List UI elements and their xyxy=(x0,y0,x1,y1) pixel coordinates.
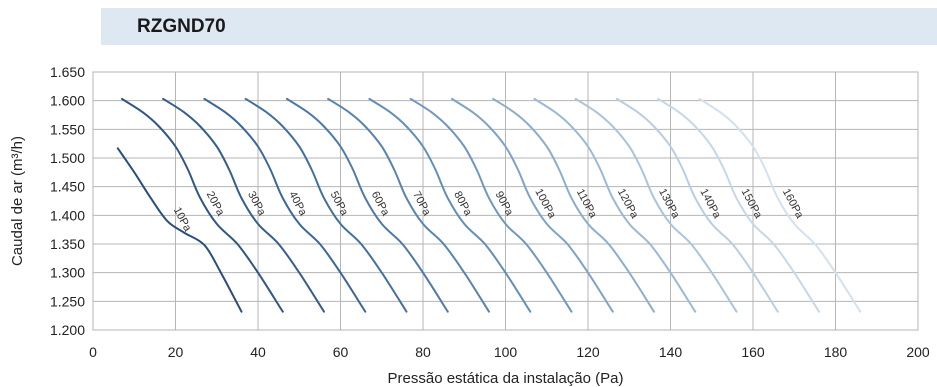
curve-label-160Pa: 160Pa xyxy=(780,187,806,221)
title-band: RZGND70 xyxy=(101,8,937,45)
x-tick-label: 140 xyxy=(659,344,683,360)
x-tick-label: 200 xyxy=(906,344,930,360)
x-axis-label: Pressão estática da instalação (Pa) xyxy=(388,370,624,387)
x-tick-label: 180 xyxy=(824,344,848,360)
curve-10Pa xyxy=(116,147,243,313)
y-tick-label: 1.250 xyxy=(50,293,85,309)
curve-label-80Pa: 80Pa xyxy=(451,189,474,218)
curve-70Pa xyxy=(327,97,490,313)
y-tick-label: 1.350 xyxy=(50,236,85,252)
curve-label-150Pa: 150Pa xyxy=(739,187,765,221)
curve-160Pa xyxy=(698,97,862,313)
curve-50Pa xyxy=(244,97,408,313)
curve-150Pa xyxy=(657,97,820,313)
x-tick-label: 160 xyxy=(741,344,765,360)
curve-80Pa xyxy=(368,97,532,313)
tick-labels: 0 20 40 60 80 100 120 140 160 180 200 1.200 1.250 1.3… xyxy=(50,64,930,360)
curve-label-120Pa: 120Pa xyxy=(615,187,641,221)
curve-label-30Pa: 30Pa xyxy=(245,189,268,218)
curve-label-40Pa: 40Pa xyxy=(286,189,309,218)
y-tick-label: 1.650 xyxy=(50,64,85,80)
curve-label-100Pa: 100Pa xyxy=(532,187,558,221)
y-tick-label: 1.600 xyxy=(50,93,85,109)
curve-label-130Pa: 130Pa xyxy=(656,187,682,221)
curve-labels: 10Pa 20Pa 30Pa 40Pa 50Pa 60Pa 70Pa 80Pa 90Pa 100P… xyxy=(171,187,806,235)
curve-140Pa xyxy=(615,97,779,313)
curve-100Pa xyxy=(450,97,614,313)
x-tick-label: 40 xyxy=(250,344,266,360)
curve-60Pa xyxy=(285,97,449,313)
curve-label-20Pa: 20Pa xyxy=(204,189,227,218)
x-tick-label: 120 xyxy=(576,344,600,360)
curve-20Pa xyxy=(120,97,284,313)
x-tick-label: 80 xyxy=(415,344,431,360)
curve-label-70Pa: 70Pa xyxy=(410,189,433,218)
curve-label-140Pa: 140Pa xyxy=(697,187,723,221)
curve-label-90Pa: 90Pa xyxy=(493,189,516,218)
y-tick-label: 1.200 xyxy=(50,322,85,338)
chart-title: RZGND70 xyxy=(137,16,226,37)
curve-label-10Pa: 10Pa xyxy=(171,205,194,234)
curve-120Pa xyxy=(533,97,697,313)
grid xyxy=(92,71,919,331)
curve-label-50Pa: 50Pa xyxy=(328,189,351,218)
x-tick-label: 20 xyxy=(168,344,184,360)
y-tick-label: 1.450 xyxy=(50,179,85,195)
y-tick-label: 1.400 xyxy=(50,207,85,223)
curve-90Pa xyxy=(409,97,573,313)
curves xyxy=(116,97,862,313)
y-tick-label: 1.500 xyxy=(50,150,85,166)
x-tick-label: 60 xyxy=(333,344,349,360)
x-tick-label: 0 xyxy=(89,344,97,360)
y-axis-label: Caudal de ar (m³/h) xyxy=(9,136,26,266)
y-tick-label: 1.550 xyxy=(50,121,85,137)
x-tick-label: 100 xyxy=(494,344,518,360)
curve-label-60Pa: 60Pa xyxy=(369,189,392,218)
curve-30Pa xyxy=(162,97,325,313)
y-tick-label: 1.300 xyxy=(50,265,85,281)
curve-130Pa xyxy=(574,97,738,313)
curve-40Pa xyxy=(203,97,367,313)
curve-110Pa xyxy=(492,97,655,313)
